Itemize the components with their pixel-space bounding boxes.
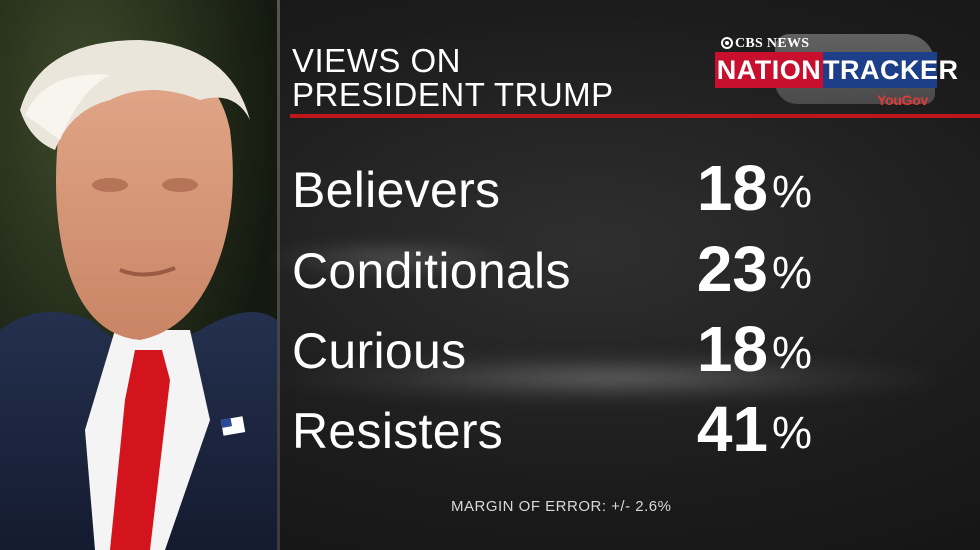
page-title: VIEWS ON PRESIDENT TRUMP [292, 44, 614, 112]
row-value-believers: 18 [696, 152, 768, 224]
row-value-curious: 18 [696, 313, 768, 385]
partner-logo: YouGov [877, 92, 928, 108]
row-unit-conditionals: % [772, 247, 813, 298]
portrait-photo-icon [0, 0, 277, 550]
row-value-conditionals: 23 [696, 233, 768, 305]
title-line-2: PRESIDENT TRUMP [292, 76, 614, 113]
logo-word-nation: NATION [715, 52, 823, 88]
light-streak [260, 238, 520, 278]
row-label-believers: Believers [292, 162, 501, 218]
title-divider [290, 114, 980, 118]
row-value-resisters: 41 [696, 393, 768, 465]
nation-tracker-logo: CBS NEWS NATION TRACKER YouGov [715, 34, 958, 110]
light-streak [280, 352, 940, 404]
portrait-illustration [0, 0, 277, 550]
network-logo: CBS NEWS [721, 36, 809, 52]
cbs-eye-icon [721, 37, 733, 49]
logo-word-tracker: TRACKER [823, 52, 958, 88]
photo-divider [277, 0, 280, 550]
title-line-1: VIEWS ON [292, 42, 462, 79]
row-label-conditionals: Conditionals [292, 243, 571, 299]
row-label-curious: Curious [292, 323, 467, 379]
network-name: CBS NEWS [735, 36, 810, 51]
row-unit-resisters: % [772, 407, 813, 458]
row-unit-curious: % [772, 327, 813, 378]
margin-of-error: MARGIN OF ERROR: +/- 2.6% [451, 498, 672, 515]
row-label-resisters: Resisters [292, 403, 504, 459]
row-unit-believers: % [772, 166, 813, 217]
